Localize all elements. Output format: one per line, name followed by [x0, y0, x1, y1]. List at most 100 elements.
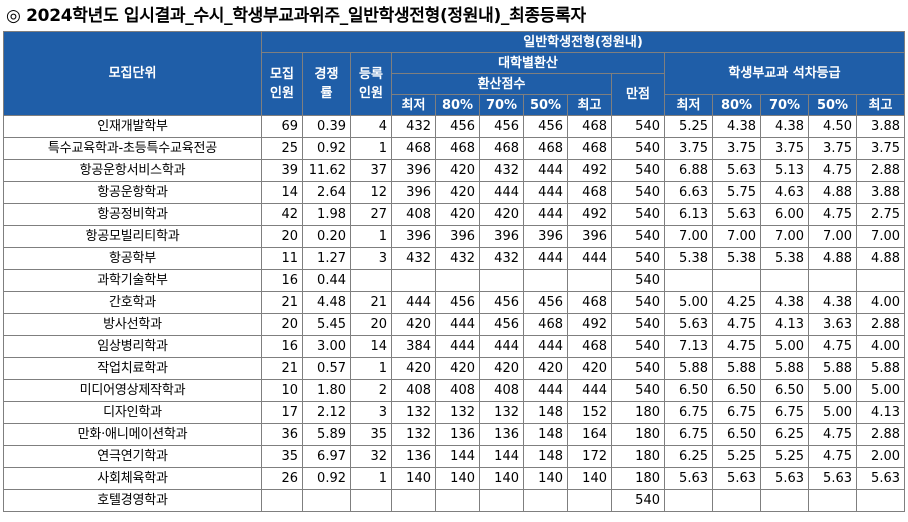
- unit-name-cell: 인재개발학부: [3, 115, 262, 138]
- score-50-cell: [523, 489, 568, 512]
- unit-name-cell: 항공운항서비스학과: [3, 159, 262, 182]
- score-min-cell: 420: [391, 357, 436, 380]
- enrolled-cell: 1: [350, 467, 392, 490]
- score-50-cell: 148: [523, 445, 568, 468]
- score-max-cell: 444: [567, 247, 612, 270]
- score-70-cell: 456: [479, 313, 524, 336]
- competition-cell: 0.39: [302, 115, 351, 138]
- grade-70-cell: 3.75: [760, 137, 809, 160]
- score-70-cell: 444: [479, 335, 524, 358]
- score-70-cell: 144: [479, 445, 524, 468]
- score-80-cell: 456: [435, 291, 480, 314]
- unit-name-cell: 만화·애니메이션학과: [3, 423, 262, 446]
- score-min-cell: 408: [391, 379, 436, 402]
- unit-name-cell: 디자인학과: [3, 401, 262, 424]
- grade-50-cell: 3.63: [808, 313, 857, 336]
- full-score-cell: 540: [611, 291, 665, 314]
- score-min-cell: 384: [391, 335, 436, 358]
- table-row: 미디어영상제작학과 10 1.80 2 408 408 408 444 444 540 6.50 6.…: [3, 379, 905, 402]
- score-50-cell: 420: [523, 357, 568, 380]
- header-competition: 경쟁 률: [302, 52, 351, 116]
- score-70-cell: 468: [479, 137, 524, 160]
- quota-cell: 17: [261, 401, 303, 424]
- score-70-cell: 444: [479, 181, 524, 204]
- score-max-cell: 468: [567, 137, 612, 160]
- full-score-cell: 180: [611, 445, 665, 468]
- score-min-cell: 136: [391, 445, 436, 468]
- unit-name-cell: 과학기술학부: [3, 269, 262, 292]
- score-max-cell: 468: [567, 291, 612, 314]
- score-80-cell: 132: [435, 401, 480, 424]
- grade-70-cell: [760, 269, 809, 292]
- score-max-cell: 172: [567, 445, 612, 468]
- quota-cell: 35: [261, 445, 303, 468]
- score-80-cell: 136: [435, 423, 480, 446]
- score-50-cell: 468: [523, 313, 568, 336]
- competition-cell: 0.92: [302, 137, 351, 160]
- header-grade-80: 80%: [712, 94, 761, 116]
- unit-name-cell: 사회체육학과: [3, 467, 262, 490]
- grade-80-cell: 5.63: [712, 159, 761, 182]
- unit-name-cell: 호텔경영학과: [3, 489, 262, 512]
- quota-cell: 36: [261, 423, 303, 446]
- full-score-cell: 540: [611, 335, 665, 358]
- score-max-cell: 164: [567, 423, 612, 446]
- header-converted-score: 환산점수: [391, 73, 612, 95]
- grade-50-cell: 3.75: [808, 137, 857, 160]
- table-row: 만화·애니메이션학과 36 5.89 35 132 136 136 148 164 180 6.75…: [3, 423, 905, 446]
- grade-50-cell: [808, 269, 857, 292]
- quota-cell: 39: [261, 159, 303, 182]
- score-min-cell: 432: [391, 247, 436, 270]
- unit-name-cell: 연극연기학과: [3, 445, 262, 468]
- grade-50-cell: 4.75: [808, 445, 857, 468]
- table-row: 과학기술학부 16 0.44 540: [3, 269, 905, 292]
- score-50-cell: 444: [523, 335, 568, 358]
- header-grade-group: 학생부교과 석차등급: [664, 52, 905, 95]
- score-70-cell: [479, 489, 524, 512]
- unit-name-cell: 특수교육학과-초등특수교육전공: [3, 137, 262, 160]
- score-max-cell: 492: [567, 313, 612, 336]
- grade-70-cell: 6.50: [760, 379, 809, 402]
- grade-min-cell: 5.88: [664, 357, 713, 380]
- grade-max-cell: 5.63: [856, 467, 905, 490]
- grade-50-cell: 4.75: [808, 423, 857, 446]
- full-score-cell: 540: [611, 203, 665, 226]
- quota-cell: 21: [261, 357, 303, 380]
- enrolled-cell: 4: [350, 115, 392, 138]
- grade-50-cell: 4.75: [808, 203, 857, 226]
- full-score-cell: 540: [611, 115, 665, 138]
- grade-min-cell: [664, 269, 713, 292]
- grade-max-cell: [856, 489, 905, 512]
- competition-cell: 0.20: [302, 225, 351, 248]
- score-80-cell: 396: [435, 225, 480, 248]
- enrolled-cell: 1: [350, 357, 392, 380]
- competition-cell: 0.57: [302, 357, 351, 380]
- score-min-cell: [391, 269, 436, 292]
- grade-70-cell: 4.13: [760, 313, 809, 336]
- enrolled-cell: 14: [350, 335, 392, 358]
- score-max-cell: 468: [567, 335, 612, 358]
- unit-name-cell: 항공정비학과: [3, 203, 262, 226]
- full-score-cell: 540: [611, 313, 665, 336]
- unit-name-cell: 임상병리학과: [3, 335, 262, 358]
- full-score-cell: 180: [611, 423, 665, 446]
- grade-80-cell: 4.25: [712, 291, 761, 314]
- score-80-cell: [435, 269, 480, 292]
- quota-cell: 20: [261, 313, 303, 336]
- score-70-cell: 456: [479, 291, 524, 314]
- grade-min-cell: 7.00: [664, 225, 713, 248]
- unit-name-cell: 항공학부: [3, 247, 262, 270]
- score-max-cell: 468: [567, 115, 612, 138]
- grade-50-cell: 4.75: [808, 159, 857, 182]
- grade-70-cell: 5.88: [760, 357, 809, 380]
- score-max-cell: 420: [567, 357, 612, 380]
- score-min-cell: 432: [391, 115, 436, 138]
- unit-name-cell: 간호학과: [3, 291, 262, 314]
- grade-80-cell: 5.38: [712, 247, 761, 270]
- enrolled-cell: 32: [350, 445, 392, 468]
- grade-70-cell: 5.00: [760, 335, 809, 358]
- score-70-cell: 456: [479, 115, 524, 138]
- grade-max-cell: 3.75: [856, 137, 905, 160]
- grade-70-cell: 7.00: [760, 225, 809, 248]
- grade-min-cell: 5.00: [664, 291, 713, 314]
